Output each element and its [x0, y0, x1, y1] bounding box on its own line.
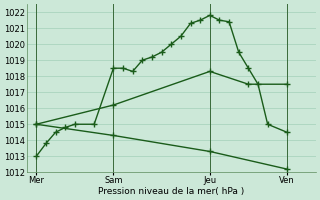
X-axis label: Pression niveau de la mer( hPa ): Pression niveau de la mer( hPa )	[98, 187, 244, 196]
